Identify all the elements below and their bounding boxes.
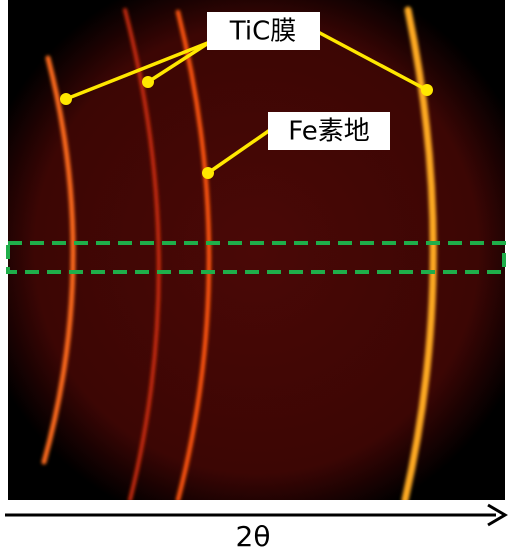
- figure: TiC膜 Fe素地 2θ: [0, 0, 510, 553]
- axis-label: 2θ: [236, 520, 271, 553]
- diffraction-image: [8, 0, 505, 500]
- tic-label: TiC膜: [229, 17, 296, 47]
- fe-label: Fe素地: [288, 117, 370, 147]
